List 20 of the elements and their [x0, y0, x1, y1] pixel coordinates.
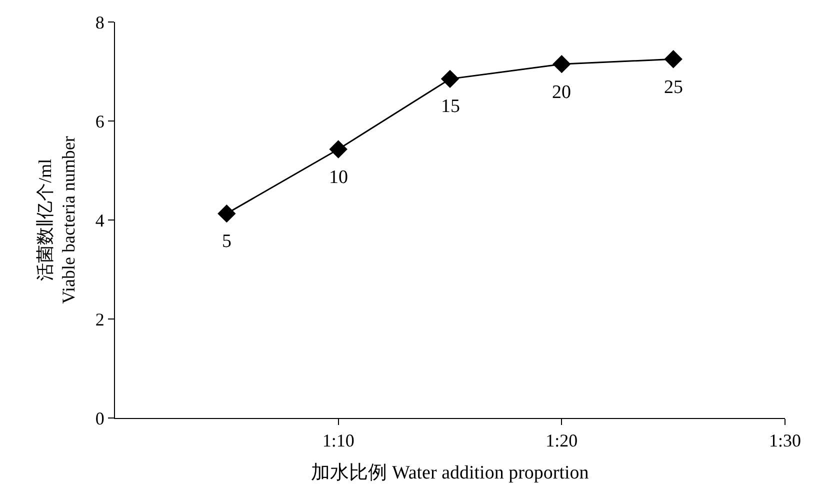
point: [552, 54, 571, 74]
y-tick-label: 8: [95, 12, 104, 32]
y-tick-label: 2: [95, 309, 104, 330]
annotation: 10: [329, 167, 348, 188]
x-tick-label: 1:10: [322, 430, 354, 451]
annotation: 25: [664, 77, 683, 98]
x-tick-label: 1:30: [768, 430, 802, 451]
point: [329, 140, 348, 158]
annotation: 20: [552, 82, 571, 103]
point: [218, 204, 236, 223]
point: [664, 50, 682, 68]
annotation: 15: [441, 96, 460, 117]
point: [440, 70, 460, 88]
y-tick-label: 4: [95, 210, 104, 230]
x-axis-title: 加水比例 Water addition proportion: [311, 462, 590, 484]
y-axis-title: 活菌数∥亿个/ml Viable bacteria number: [35, 136, 79, 304]
y-tick-label: 6: [95, 111, 104, 132]
x-tick-label: 1:20: [546, 430, 578, 451]
annotation: 5: [222, 231, 232, 252]
y-tick-label: 0: [95, 408, 104, 428]
